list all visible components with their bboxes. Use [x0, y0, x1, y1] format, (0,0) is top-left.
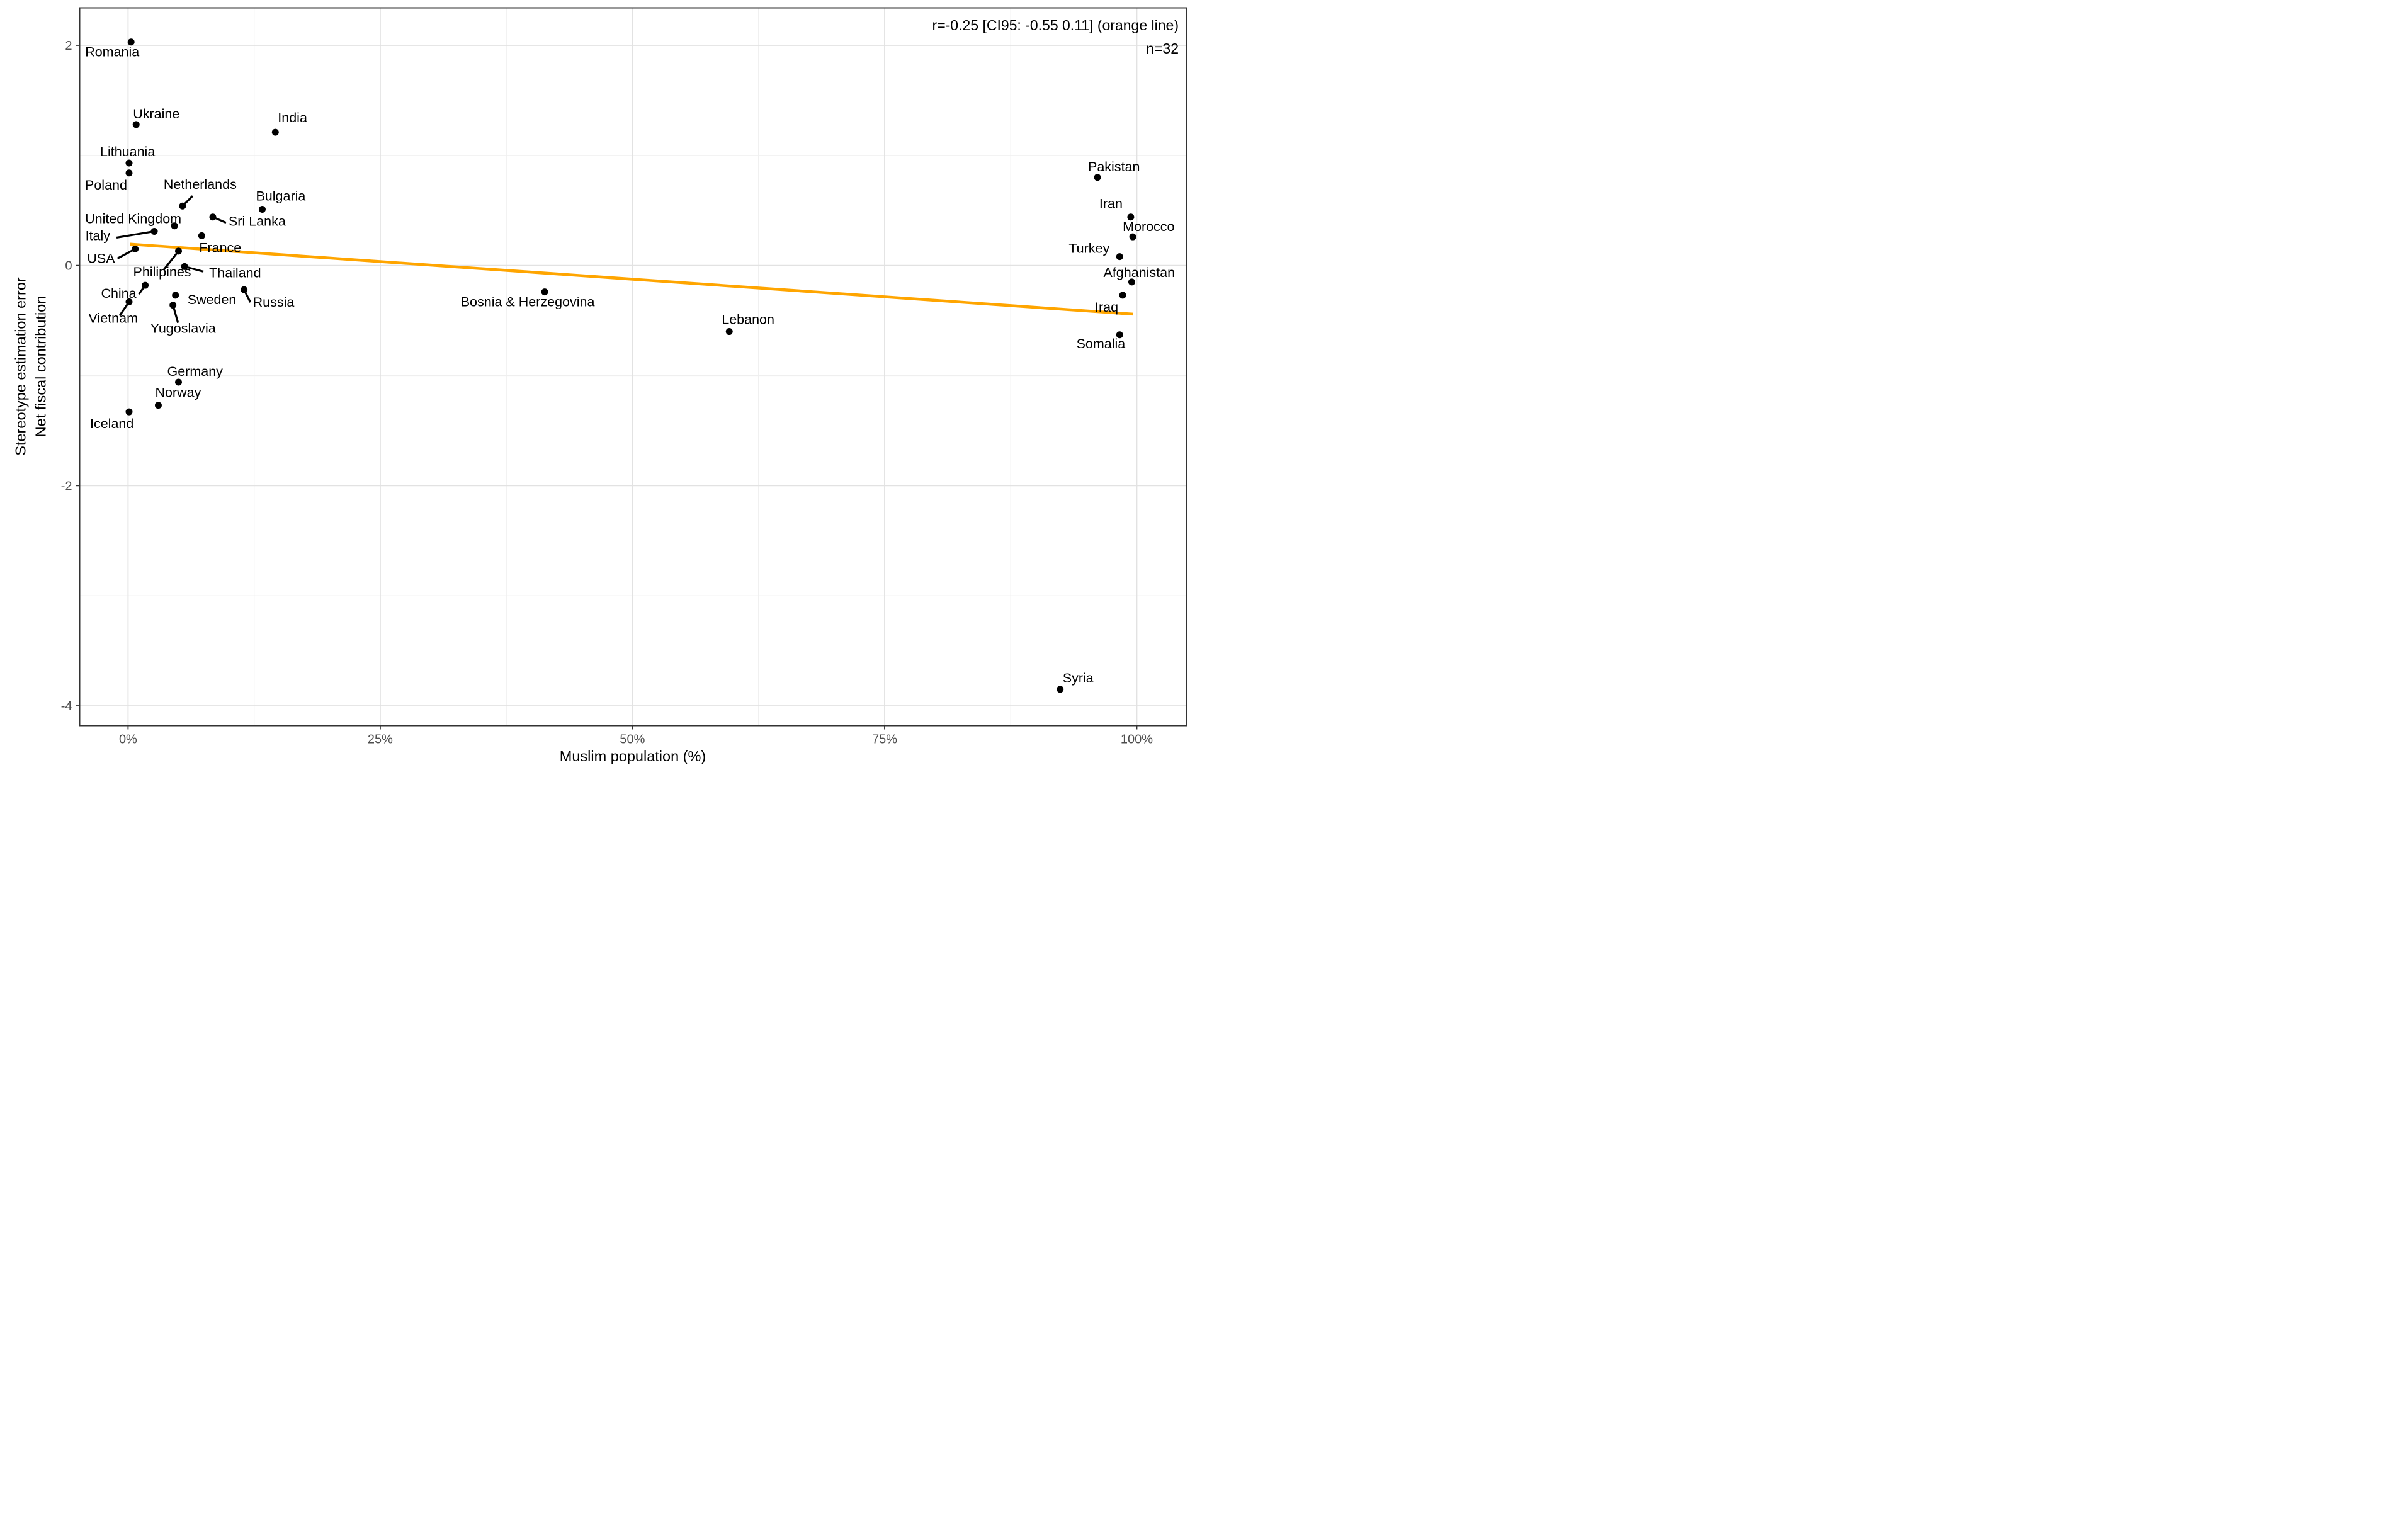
data-point-label: USA [87, 251, 115, 266]
data-point [125, 159, 133, 167]
data-point [125, 298, 133, 305]
stats-annotation: r=-0.25 [CI95: -0.55 0.11] (orange line)… [932, 14, 1179, 60]
data-point [1129, 233, 1136, 241]
data-point-label: Ukraine [133, 106, 179, 122]
data-point-label: Sri Lanka [229, 214, 286, 229]
data-point-label: Iceland [90, 416, 133, 431]
data-point-label: Turkey [1068, 241, 1109, 256]
data-point-label: Bosnia & Herzegovina [461, 295, 595, 310]
data-point [1094, 174, 1101, 181]
data-point [241, 286, 248, 293]
data-point [1127, 213, 1135, 221]
data-point-label: Netherlands [164, 177, 237, 192]
y-axis-title-line1: Stereotype estimation error [12, 277, 29, 456]
data-point-label: Vietnam [89, 310, 138, 326]
data-point-label: Yugoslavia [150, 321, 216, 336]
data-point [198, 232, 205, 239]
data-point [1119, 292, 1126, 299]
x-tick-label: 75% [872, 733, 897, 747]
data-point-label: Thailand [209, 265, 261, 280]
y-axis-title-line2: Net fiscal contribution [32, 295, 49, 438]
x-tick-label: 25% [368, 733, 393, 747]
data-point-label: Somalia [1077, 336, 1126, 351]
data-point [725, 328, 733, 336]
y-tick-label: 0 [65, 259, 72, 273]
data-point [258, 205, 266, 213]
data-point [175, 378, 183, 386]
data-point [1116, 253, 1123, 261]
data-point-label: Iran [1099, 196, 1123, 212]
scatter-plot-figure: Romania Ukraine India Lithuania Poland Nether… [0, 0, 1192, 770]
data-point [125, 169, 133, 177]
data-point-label: Romania [85, 45, 139, 60]
leader-line [116, 230, 155, 239]
data-point-label: Italy [86, 228, 111, 243]
data-point-label: India [278, 110, 307, 125]
data-point-label: Philipines [133, 264, 191, 280]
data-point-label: Iraq [1095, 300, 1118, 315]
data-point [132, 121, 140, 128]
data-point-label: Bulgaria [256, 188, 305, 203]
x-axis-title: Muslim population (%) [559, 748, 706, 764]
data-point-label: Lithuania [100, 144, 155, 159]
data-point [1128, 278, 1135, 286]
data-point-label: Poland [85, 178, 127, 193]
data-point-label: Germany [167, 364, 224, 379]
data-point-label: Lebanon [722, 312, 774, 327]
data-point-label: Afghanistan [1103, 265, 1175, 280]
data-point [154, 402, 162, 409]
data-point-label: China [101, 286, 136, 301]
correlation-annotation-text: r=-0.25 [CI95: -0.55 0.11] (orange line) [932, 17, 1179, 33]
x-tick-label: 0% [119, 733, 137, 747]
data-point [171, 222, 178, 230]
data-point [541, 288, 548, 296]
y-tick-label: -4 [61, 699, 72, 713]
data-point [209, 213, 217, 221]
n-annotation-text: n=32 [1146, 40, 1179, 57]
data-point-label: Sweden [188, 292, 237, 307]
data-point [132, 245, 139, 252]
x-tick-label: 50% [620, 733, 645, 747]
data-point [125, 408, 133, 416]
data-point-label: Norway [155, 385, 201, 400]
data-point-label: United Kingdom [85, 212, 181, 227]
data-point [1057, 686, 1064, 693]
data-point [172, 292, 179, 299]
x-tick-label: 100% [1121, 733, 1153, 747]
data-point-label: France [199, 240, 241, 255]
data-point [169, 302, 177, 309]
y-tick-label: -2 [61, 479, 72, 493]
data-point [127, 38, 135, 46]
y-tick-label: 2 [65, 39, 72, 53]
data-point [179, 202, 186, 210]
data-point-label: Morocco [1123, 219, 1174, 234]
plot-canvas: Romania Ukraine India Lithuania Poland Nether… [61, 7, 1187, 747]
data-point [175, 247, 183, 255]
data-point-label: Syria [1063, 671, 1094, 686]
data-point [142, 281, 149, 289]
data-point [181, 263, 188, 270]
data-point [1116, 331, 1123, 339]
trend-line [130, 242, 1133, 316]
data-point [150, 227, 158, 235]
leader-line [163, 250, 179, 270]
data-point [271, 128, 279, 136]
data-point-label: Russia [253, 295, 295, 310]
data-point-label: Pakistan [1088, 159, 1140, 174]
